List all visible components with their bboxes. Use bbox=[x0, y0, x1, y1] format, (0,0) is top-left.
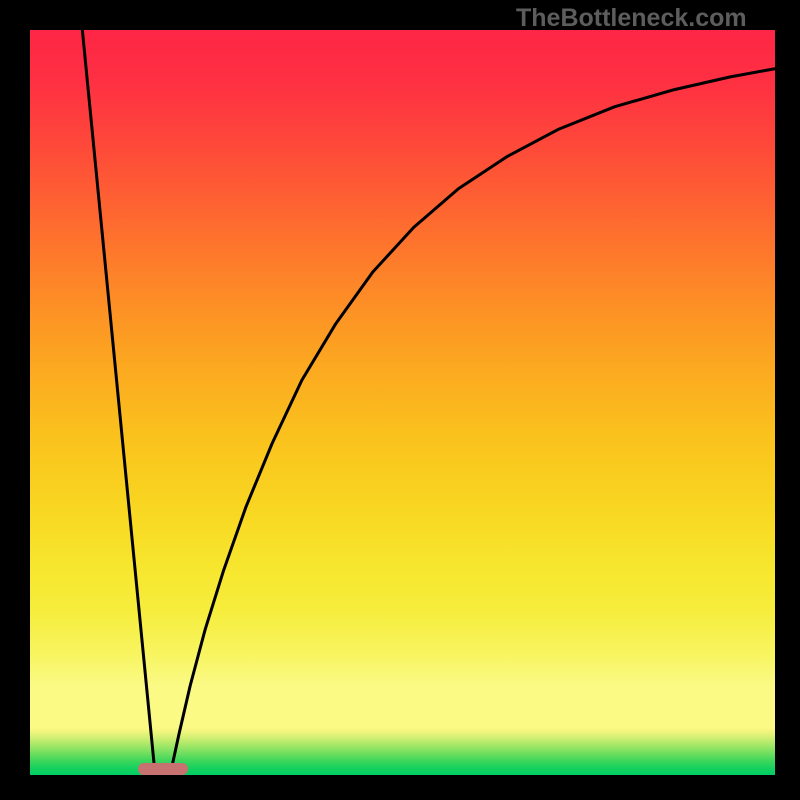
bottleneck-curve bbox=[30, 30, 775, 775]
plot-area bbox=[30, 30, 775, 775]
bottleneck-marker bbox=[138, 763, 188, 775]
watermark-text: TheBottleneck.com bbox=[516, 4, 747, 33]
chart-container: { "canvas": { "width": 800, "height": 80… bbox=[0, 0, 800, 800]
